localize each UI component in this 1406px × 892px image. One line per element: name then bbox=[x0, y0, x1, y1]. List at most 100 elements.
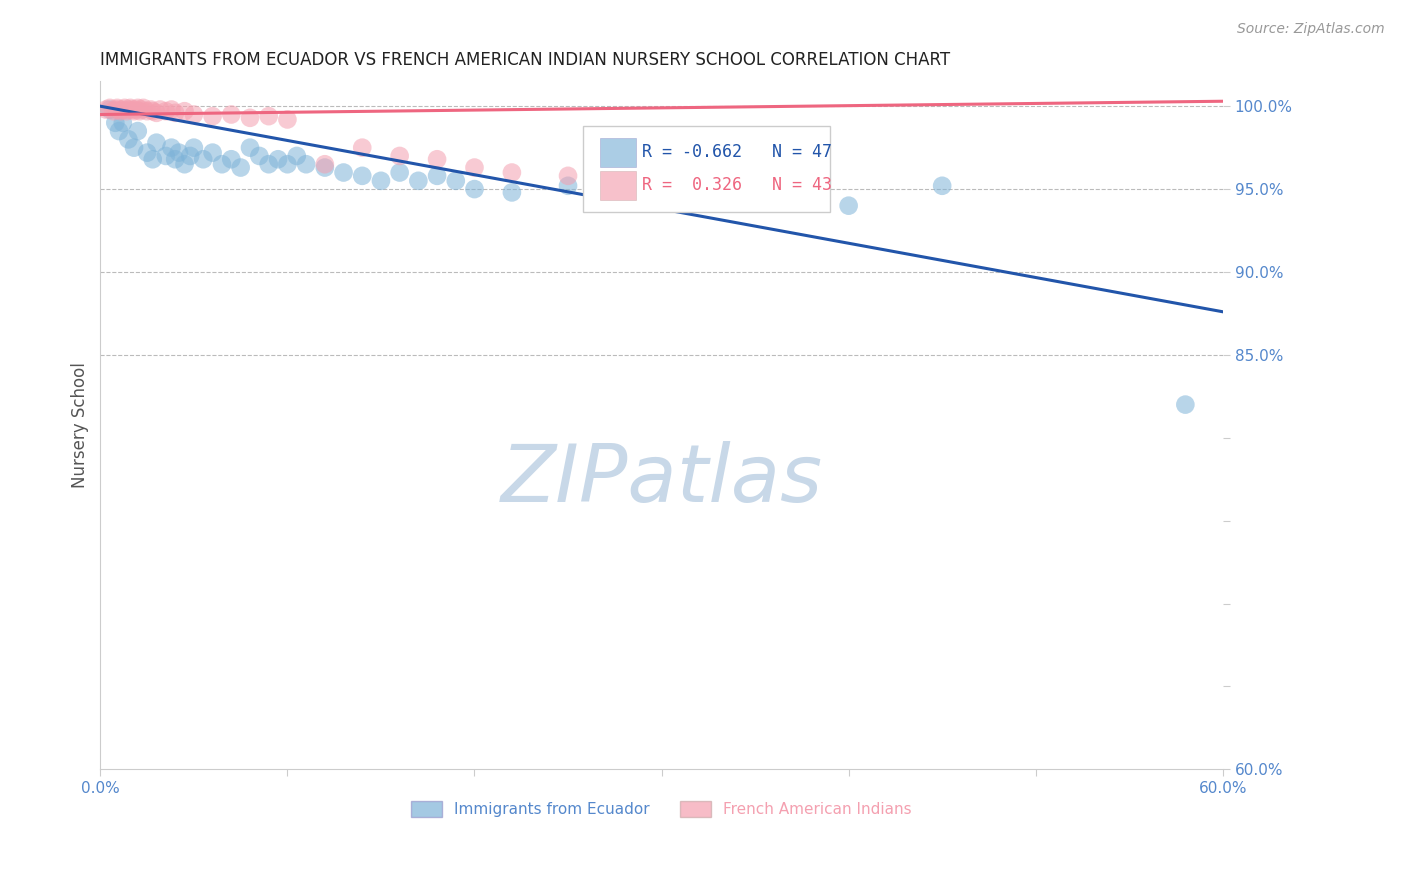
Point bbox=[352, 169, 374, 183]
Point bbox=[173, 104, 195, 119]
Point bbox=[110, 104, 132, 119]
Point bbox=[183, 107, 205, 121]
Text: IMMIGRANTS FROM ECUADOR VS FRENCH AMERICAN INDIAN NURSERY SCHOOL CORRELATION CHA: IMMIGRANTS FROM ECUADOR VS FRENCH AMERIC… bbox=[100, 51, 950, 69]
Point bbox=[193, 153, 215, 167]
Point bbox=[122, 141, 145, 155]
Point bbox=[165, 153, 187, 167]
Point bbox=[155, 104, 177, 119]
Point bbox=[211, 157, 233, 171]
Point bbox=[127, 124, 149, 138]
Point bbox=[105, 101, 128, 115]
Legend: Immigrants from Ecuador, French American Indians: Immigrants from Ecuador, French American… bbox=[405, 796, 918, 823]
Point bbox=[167, 145, 190, 160]
Point bbox=[139, 103, 162, 117]
Point bbox=[651, 190, 673, 204]
Point bbox=[108, 124, 131, 138]
Point bbox=[838, 199, 860, 213]
Point bbox=[121, 103, 143, 117]
Point bbox=[94, 103, 117, 117]
Point bbox=[426, 169, 449, 183]
Point bbox=[183, 141, 205, 155]
Y-axis label: Nursery School: Nursery School bbox=[72, 362, 89, 488]
Point bbox=[149, 103, 172, 117]
Point bbox=[931, 178, 953, 193]
Point bbox=[444, 174, 467, 188]
Point bbox=[744, 182, 766, 196]
Point bbox=[108, 103, 131, 117]
Point bbox=[145, 106, 167, 120]
Point bbox=[201, 145, 224, 160]
Point bbox=[142, 153, 165, 167]
Point bbox=[98, 103, 121, 117]
Point bbox=[128, 104, 150, 119]
Point bbox=[276, 157, 298, 171]
Point bbox=[352, 141, 374, 155]
Point bbox=[98, 101, 121, 115]
Point bbox=[136, 145, 159, 160]
Point bbox=[463, 182, 485, 196]
Point bbox=[426, 153, 449, 167]
Text: Source: ZipAtlas.com: Source: ZipAtlas.com bbox=[1237, 22, 1385, 37]
Point bbox=[117, 103, 139, 117]
Point bbox=[165, 106, 187, 120]
Point bbox=[136, 104, 159, 119]
Point bbox=[104, 116, 127, 130]
Point bbox=[1174, 398, 1197, 412]
Point bbox=[388, 165, 411, 179]
Point bbox=[131, 103, 153, 117]
Point bbox=[160, 103, 183, 117]
Point bbox=[114, 101, 136, 115]
Point bbox=[408, 174, 430, 188]
Point bbox=[122, 104, 145, 119]
Point bbox=[669, 177, 692, 191]
Point bbox=[127, 101, 149, 115]
Point bbox=[160, 141, 183, 155]
Point bbox=[120, 101, 142, 115]
Point bbox=[239, 111, 262, 125]
Point bbox=[117, 132, 139, 146]
Point bbox=[314, 161, 336, 175]
Point bbox=[239, 141, 262, 155]
Point bbox=[229, 161, 252, 175]
Point bbox=[257, 109, 280, 123]
Point bbox=[132, 101, 155, 115]
Point bbox=[557, 178, 579, 193]
Point bbox=[595, 186, 617, 200]
Point bbox=[800, 195, 823, 210]
Point bbox=[179, 149, 201, 163]
Point bbox=[370, 174, 392, 188]
Point bbox=[501, 186, 523, 200]
Point bbox=[201, 109, 224, 123]
Point bbox=[463, 161, 485, 175]
Point bbox=[501, 165, 523, 179]
Text: ZIPatlas: ZIPatlas bbox=[501, 442, 823, 519]
Point bbox=[111, 103, 134, 117]
Point bbox=[332, 165, 354, 179]
Point bbox=[145, 136, 167, 150]
Point bbox=[111, 116, 134, 130]
Point bbox=[257, 157, 280, 171]
FancyBboxPatch shape bbox=[583, 126, 830, 212]
FancyBboxPatch shape bbox=[600, 170, 636, 200]
Point bbox=[155, 149, 177, 163]
Point bbox=[247, 149, 270, 163]
Point bbox=[103, 104, 125, 119]
Point bbox=[276, 112, 298, 127]
Point bbox=[267, 153, 290, 167]
Point bbox=[613, 174, 636, 188]
Point bbox=[285, 149, 308, 163]
Point bbox=[173, 157, 195, 171]
Point bbox=[104, 103, 127, 117]
Point bbox=[388, 149, 411, 163]
Point bbox=[295, 157, 318, 171]
Point bbox=[314, 157, 336, 171]
Text: R =  0.326   N = 43: R = 0.326 N = 43 bbox=[643, 177, 832, 194]
Point bbox=[115, 104, 138, 119]
Point bbox=[142, 104, 165, 119]
Point bbox=[221, 153, 243, 167]
Point bbox=[557, 169, 579, 183]
FancyBboxPatch shape bbox=[600, 137, 636, 167]
Text: R = -0.662   N = 47: R = -0.662 N = 47 bbox=[643, 143, 832, 161]
Point bbox=[221, 107, 243, 121]
Point bbox=[125, 103, 148, 117]
